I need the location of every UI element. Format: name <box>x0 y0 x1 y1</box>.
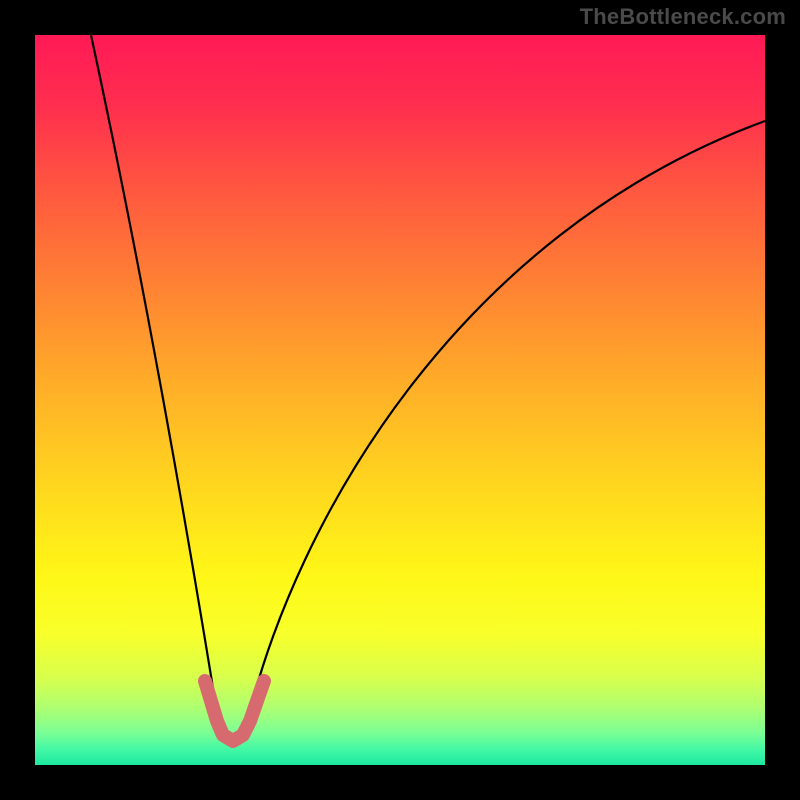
valley-marker <box>205 681 264 741</box>
chart-curves <box>35 35 765 765</box>
watermark-text: TheBottleneck.com <box>580 4 786 30</box>
plot-area <box>35 35 765 765</box>
bottleneck-curve <box>91 35 765 741</box>
